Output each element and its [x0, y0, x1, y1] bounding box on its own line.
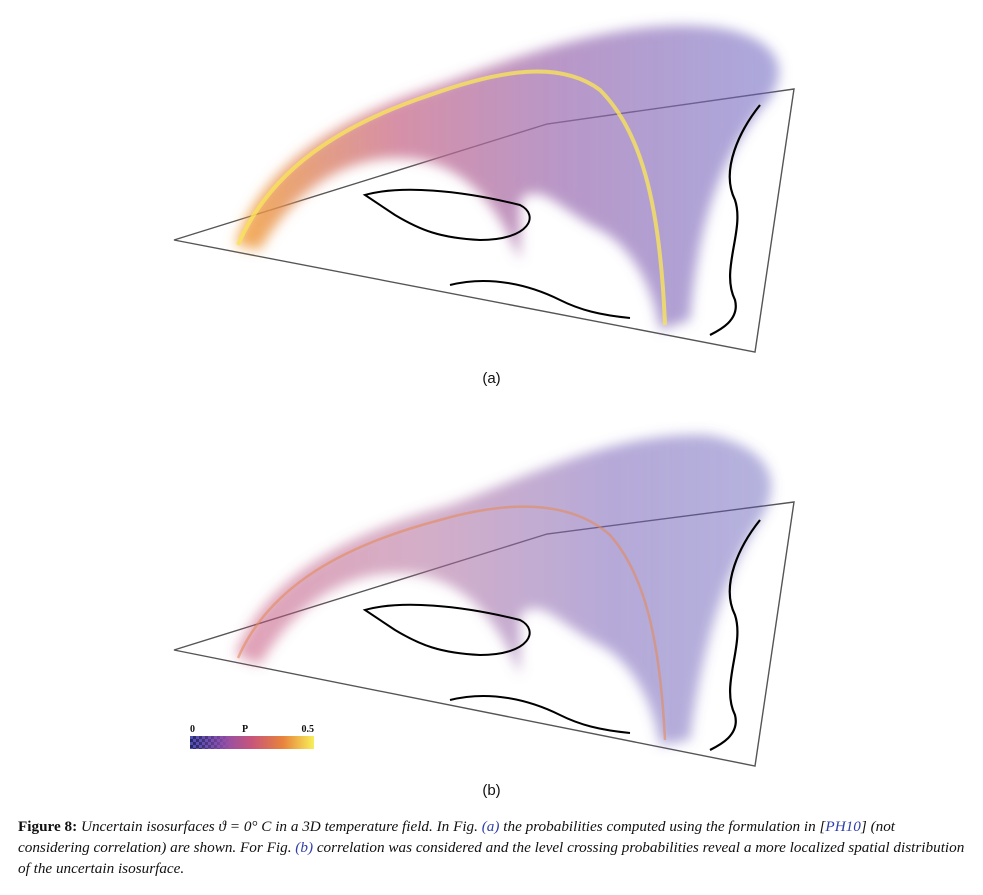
coastline-east-a [709, 104, 761, 336]
volume-render-a [173, 25, 795, 353]
coastline-a [362, 188, 531, 242]
colorbar-variable-label: P [242, 724, 249, 735]
subfigure-label-a: (a) [482, 370, 501, 387]
caption-label: Figure 8: [18, 818, 78, 835]
subfigure-label-b: (b) [482, 782, 501, 799]
caption-text-1: Uncertain isosurfaces ϑ = 0° C in a 3D t… [81, 818, 478, 835]
caption-ref-a[interactable]: (a) [481, 818, 500, 835]
isosurface-b [235, 434, 772, 745]
caption-text-2: the probabilities computed using the for… [503, 818, 826, 835]
isosurface-a [235, 25, 780, 331]
colorbar-opacity-pattern [190, 736, 230, 749]
figure-panel-a: (a) [0, 0, 983, 400]
isosurface-ridge-b [236, 505, 667, 741]
caption-ref-b[interactable]: (b) [295, 839, 314, 856]
isosurface-ridge-a [236, 69, 667, 326]
colorbar-max-label: 0.5 [301, 724, 315, 735]
colorbar-min-label: 0 [190, 724, 195, 735]
coastline-south-b [449, 694, 631, 734]
caption-text-3: ] (not considering correlation) are show… [18, 818, 896, 856]
colorbar-gradient [190, 736, 314, 749]
caption-citation[interactable]: PH10 [825, 818, 861, 835]
coastline-south-a [449, 279, 631, 319]
caption-text-4: correlation was considered and the level… [18, 839, 965, 877]
figure-panel-b [0, 410, 983, 810]
coastline-east-b [709, 519, 761, 751]
volume-render-b [173, 434, 795, 767]
map-plane-frame [173, 88, 795, 353]
coastline-b [362, 603, 531, 657]
figure-caption: Figure 8: Uncertain isosurfaces ϑ = 0° C… [18, 816, 968, 879]
probability-colorbar: 0 P 0.5 [190, 724, 314, 749]
